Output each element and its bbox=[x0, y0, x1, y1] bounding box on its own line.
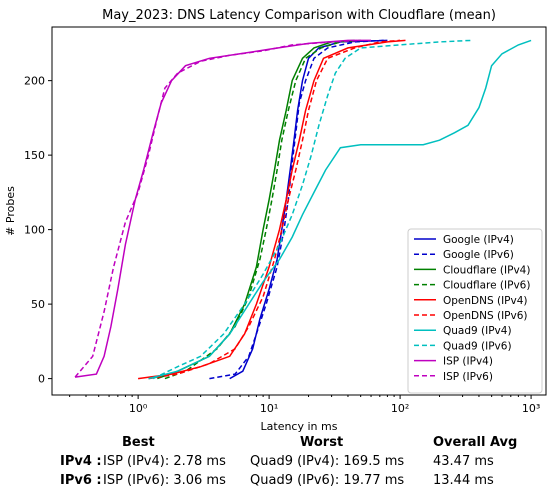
header-avg: Overall Avg bbox=[433, 435, 518, 450]
series-line-8 bbox=[74, 39, 371, 378]
legend-label-8: ISP (IPv4) bbox=[443, 356, 493, 368]
series-line-1 bbox=[209, 39, 384, 380]
legend-label-4: OpenDNS (IPv4) bbox=[443, 295, 528, 307]
axis-ticks: 10⁰ 10¹ 10² 10³ 0 50 100 150 200 bbox=[24, 75, 540, 415]
series-line-5 bbox=[148, 39, 401, 380]
series-line-0 bbox=[229, 39, 388, 380]
legend-label-5: OpenDNS (IPv6) bbox=[443, 310, 528, 322]
x-tick-label: 10⁰ bbox=[129, 402, 148, 415]
legend-label-1: Google (IPv6) bbox=[443, 249, 514, 261]
y-tick-label: 100 bbox=[24, 224, 45, 237]
legend-label-7: Quad9 (IPv6) bbox=[443, 340, 512, 352]
y-tick-label: 150 bbox=[24, 149, 45, 162]
legend: Google (IPv4) Google (IPv6) Cloudflare (IP… bbox=[407, 228, 543, 394]
legend-label-2: Cloudflare (IPv4) bbox=[443, 264, 530, 276]
legend-label-0: Google (IPv4) bbox=[443, 234, 514, 246]
series-line-6 bbox=[148, 39, 532, 380]
y-axis-label: # Probes bbox=[4, 186, 17, 236]
avg-ipv4: 43.47 ms bbox=[433, 454, 494, 469]
best-ipv6: ISP (IPv6): 3.06 ms bbox=[103, 473, 226, 488]
worst-ipv4: Quad9 (IPv4): 169.5 ms bbox=[250, 454, 405, 469]
row-label-ipv6: IPv6 : bbox=[60, 473, 102, 488]
row-label-ipv4: IPv4 : bbox=[60, 454, 102, 469]
x-axis-label: Latency in ms bbox=[261, 420, 338, 432]
worst-ipv6: Quad9 (IPv6): 19.77 ms bbox=[250, 473, 405, 488]
series-lines bbox=[74, 39, 532, 380]
series-line-3 bbox=[164, 39, 361, 380]
header-worst: Worst bbox=[300, 435, 344, 450]
x-tick-label: 10² bbox=[391, 402, 409, 415]
avg-ipv6: 13.44 ms bbox=[433, 473, 494, 488]
legend-box bbox=[407, 228, 543, 394]
plot-area bbox=[51, 26, 547, 396]
series-line-2 bbox=[157, 39, 355, 380]
latency-chart: May_2023: DNS Latency Comparison with Cl… bbox=[4, 8, 547, 433]
header-best: Best bbox=[122, 435, 155, 450]
series-line-9 bbox=[74, 39, 361, 378]
chart-title: May_2023: DNS Latency Comparison with Cl… bbox=[102, 8, 496, 23]
x-tick-label: 10³ bbox=[522, 402, 540, 415]
stats-table: Best Worst Overall Avg IPv4 : ISP (IPv4)… bbox=[0, 432, 555, 494]
best-ipv4: ISP (IPv4): 2.78 ms bbox=[103, 454, 226, 469]
y-tick-label: 0 bbox=[38, 373, 45, 386]
legend-label-9: ISP (IPv6) bbox=[443, 371, 493, 383]
x-tick-label: 10¹ bbox=[260, 402, 278, 415]
y-tick-label: 200 bbox=[24, 75, 45, 88]
y-tick-label: 50 bbox=[31, 298, 45, 311]
legend-label-3: Cloudflare (IPv6) bbox=[443, 280, 530, 292]
legend-label-6: Quad9 (IPv4) bbox=[443, 325, 512, 337]
series-line-4 bbox=[138, 39, 406, 380]
